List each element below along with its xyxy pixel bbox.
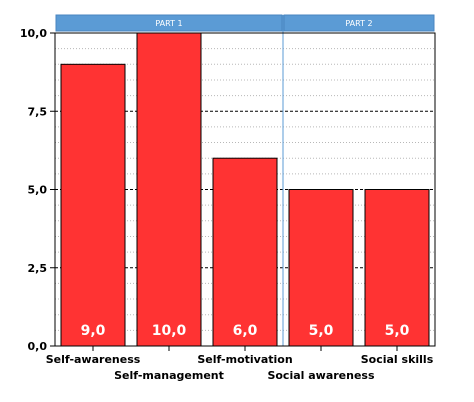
bar-value-label: 9,0 xyxy=(81,323,106,339)
panel-header-label: PART 2 xyxy=(345,19,372,28)
y-tick-label: 10,0 xyxy=(20,27,47,40)
y-tick-label: 2,5 xyxy=(28,262,48,275)
bar xyxy=(212,157,278,347)
x-category-label: Self-management xyxy=(114,369,224,382)
bar-value-label: 6,0 xyxy=(233,323,258,339)
bar xyxy=(136,32,202,347)
x-category-label: Self-awareness xyxy=(46,353,141,366)
panel-header xyxy=(55,14,283,32)
bar xyxy=(364,189,430,347)
x-category-label: Social awareness xyxy=(267,369,375,382)
bar-value-label: 10,0 xyxy=(152,323,187,339)
labels: 9,0 10,0 6,0 5,0 5,0 0,0 2,5 5,0 7,5 10,0 Self-awa… xyxy=(20,27,434,382)
panel-header xyxy=(283,14,435,32)
x-category-label: Self-motivation xyxy=(197,353,292,366)
axes xyxy=(50,32,436,351)
bar xyxy=(288,189,354,347)
x-category-label: Social skills xyxy=(361,353,434,366)
y-tick-label: 0,0 xyxy=(28,340,48,353)
panel-headers: PART 1 PART 2 xyxy=(55,14,435,346)
bar-value-label: 5,0 xyxy=(309,323,334,339)
y-tick-label: 7,5 xyxy=(28,105,48,118)
panel-header-label: PART 1 xyxy=(155,19,182,28)
bar xyxy=(60,63,126,347)
bar-value-label: 5,0 xyxy=(385,323,410,339)
y-tick-label: 5,0 xyxy=(28,184,48,197)
bars xyxy=(60,32,430,347)
